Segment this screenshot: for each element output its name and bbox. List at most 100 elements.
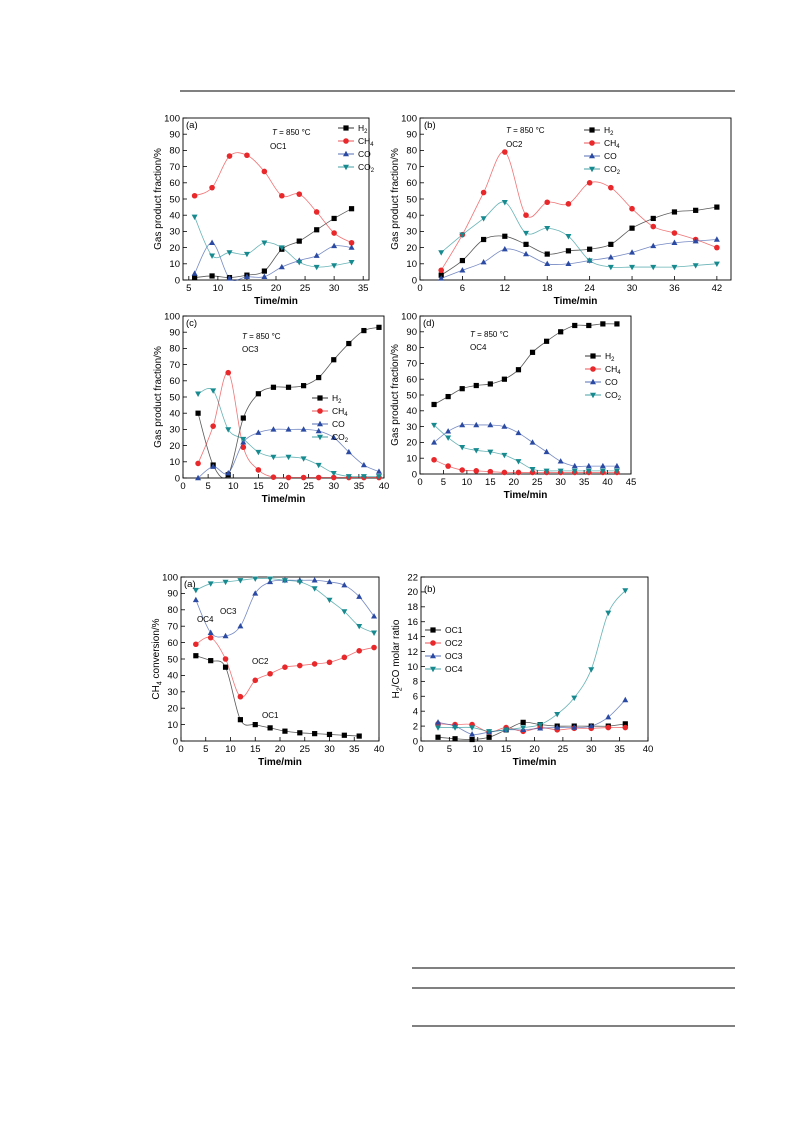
legend-marker — [343, 150, 349, 157]
data-point-co — [544, 260, 551, 266]
data-point-h2 — [565, 248, 572, 254]
data-point-oc3 — [326, 578, 333, 585]
data-point-oc3 — [537, 725, 544, 731]
y-tick-label: 0 — [412, 275, 417, 286]
data-point-h2 — [285, 384, 292, 390]
x-tick-label: 5 — [203, 744, 208, 755]
legend-label: CO2 — [605, 390, 621, 402]
chart-panel: 0 5 10 15 20 25 30 35 40 0 10 20 30 40 50 60 70 80 90 100 Ti… — [153, 311, 389, 505]
data-point-co2 — [501, 452, 508, 459]
y-tick-label: 20 — [406, 438, 417, 449]
data-point-co — [599, 462, 606, 469]
data-point-h2 — [600, 321, 606, 327]
data-point-co — [348, 244, 355, 250]
data-point-h2 — [572, 322, 578, 329]
data-point-oc3 — [469, 731, 476, 737]
data-point-oc4 — [452, 725, 459, 731]
data-point-oc1 — [208, 658, 214, 664]
legend-label: H2 — [605, 351, 614, 363]
y-tick-label: 22 — [407, 572, 418, 583]
y-tick-label: 60 — [167, 638, 178, 649]
data-point-oc3 — [311, 577, 318, 583]
y-tick-label: 30 — [406, 227, 417, 238]
legend-marker — [590, 378, 596, 385]
legend-marker — [589, 166, 595, 173]
data-point-oc1 — [486, 734, 492, 740]
y-tick-label: 70 — [406, 162, 417, 173]
x-tick-label: 40 — [602, 477, 613, 488]
data-point-co — [607, 254, 614, 260]
data-point-ch4 — [191, 192, 198, 199]
data-point-h2 — [301, 383, 307, 389]
data-point-co2 — [585, 468, 592, 475]
legend-label: H2 — [332, 393, 341, 405]
x-tick-label: 25 — [299, 744, 310, 755]
y-tick-label: 80 — [169, 146, 180, 157]
data-point-oc4 — [207, 581, 214, 587]
legend-marker — [317, 434, 323, 441]
x-tick-label: 0 — [417, 283, 422, 294]
data-point-co2 — [209, 253, 216, 259]
data-point-co — [480, 258, 487, 265]
legend-marker — [589, 127, 595, 133]
data-point-co2 — [210, 388, 217, 394]
data-point-ch4 — [629, 205, 635, 212]
x-tick-label: 35 — [358, 283, 369, 294]
data-point-co2 — [650, 264, 657, 271]
x-tick-label: 35 — [579, 477, 590, 488]
chart-panel: 0 5 10 15 20 25 30 35 40 45 0 10 20 30 40 50 60 70 80 90 100… — [390, 311, 636, 501]
y-tick-label: 100 — [401, 113, 417, 124]
series-line-h2 — [194, 208, 352, 278]
data-point-oc4 — [281, 578, 288, 584]
data-point-ch4 — [438, 267, 445, 274]
x-tick-label: 40 — [379, 481, 390, 492]
data-point-ch4 — [473, 468, 480, 474]
data-point-oc4 — [267, 576, 274, 582]
data-point-co2 — [315, 462, 322, 469]
data-point-oc3 — [571, 724, 578, 730]
data-point-ch4 — [300, 474, 307, 481]
data-point-co — [270, 426, 277, 432]
data-point-h2 — [502, 233, 508, 239]
x-tick-label: 10 — [228, 481, 239, 492]
legend-marker — [430, 640, 436, 646]
data-point-ch4 — [487, 468, 494, 475]
x-tick-label: 5 — [441, 477, 446, 488]
data-point-h2 — [445, 393, 451, 400]
data-point-oc4 — [571, 695, 578, 701]
y-tick-label: 40 — [167, 671, 178, 682]
y-tick-label: 20 — [169, 441, 180, 452]
data-point-oc4 — [588, 667, 595, 673]
data-point-ch4 — [671, 230, 678, 236]
x-tick-label: 20 — [271, 283, 282, 294]
y-tick-label: 30 — [167, 687, 178, 698]
x-tick-label: 25 — [532, 477, 543, 488]
x-tick-label: 36 — [669, 283, 680, 294]
data-point-oc2 — [605, 724, 612, 731]
data-point-oc1 — [356, 733, 362, 739]
legend-label: CH4 — [604, 138, 620, 150]
data-point-h2 — [331, 215, 337, 222]
data-point-h2 — [431, 401, 437, 408]
chart-panel: 0 6 12 18 24 30 36 42 0 10 20 30 40 50 60 70 80 90 100 Time… — [390, 113, 732, 307]
data-point-co — [431, 439, 438, 445]
y-tick-label: 50 — [406, 390, 417, 401]
data-point-oc2 — [222, 656, 229, 662]
data-point-co — [565, 260, 572, 266]
y-tick-label: 16 — [407, 617, 418, 628]
x-tick-label: 25 — [303, 481, 314, 492]
x-axis-label: Time/min — [262, 494, 306, 505]
y-tick-label: 90 — [406, 130, 417, 141]
x-tick-label: 20 — [275, 744, 286, 755]
data-point-ch4 — [279, 192, 285, 199]
series-line-oc1 — [195, 655, 360, 737]
legend-label: CH4 — [332, 406, 348, 418]
data-point-oc4 — [469, 725, 476, 731]
data-point-co2 — [487, 449, 494, 456]
x-tick-label: 30 — [586, 744, 597, 755]
data-point-oc4 — [435, 725, 442, 731]
data-point-h2 — [650, 215, 656, 222]
data-point-co — [209, 239, 216, 245]
chart-panel: 0 5 10 15 20 25 30 35 40 0 2 4 6 8 10 12 14 16 18 20 22 Time/… — [391, 572, 653, 768]
data-point-co2 — [226, 250, 233, 256]
